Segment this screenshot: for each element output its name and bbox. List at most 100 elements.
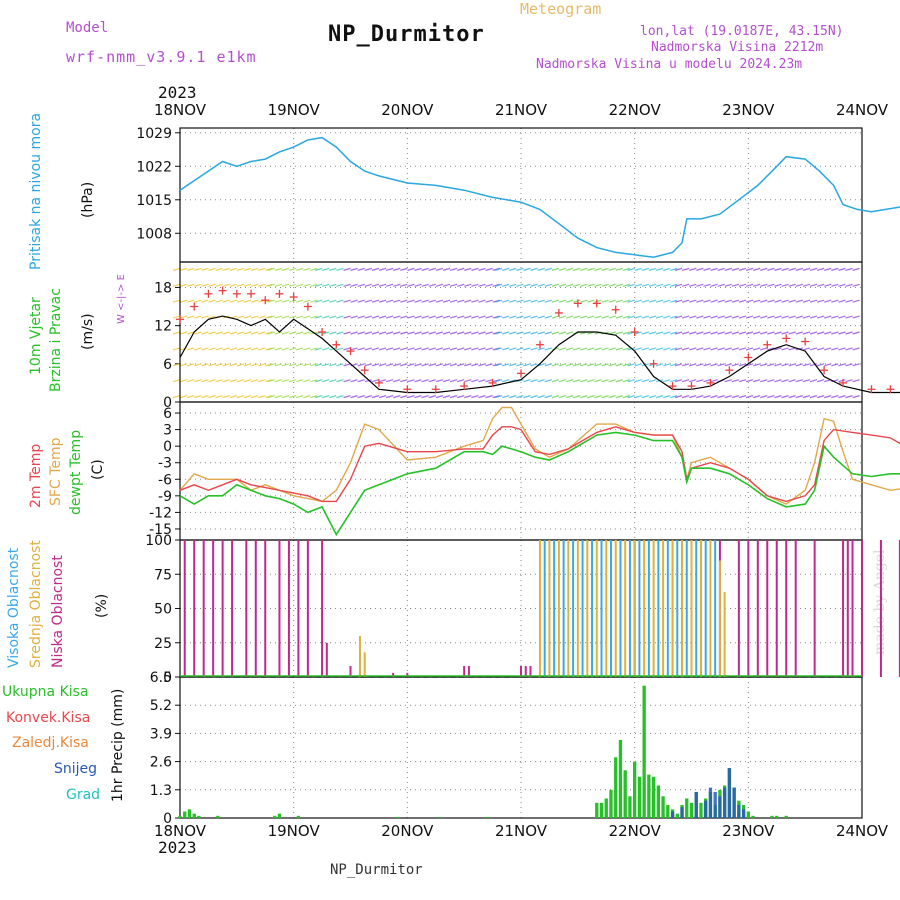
wind-barb [738,363,747,367]
wind-barb [435,395,444,399]
wind-barb [710,347,718,351]
wind-barb [288,395,297,399]
wind-barb [400,267,408,271]
wind-barb [615,395,623,399]
wind-barb [738,267,747,271]
wind-barb [258,379,266,383]
wind-barb [179,267,188,271]
wind-barb [573,379,581,383]
rain-bar [187,809,192,818]
wind-barb [336,347,344,351]
wind-barb [824,267,832,271]
rain-bar [628,796,632,818]
wind-barb [222,347,230,351]
wind-barb [494,395,503,399]
wind-barb [267,347,275,351]
wind-barb [601,267,609,271]
wind-barb [788,331,796,335]
wind-barb [258,267,266,271]
snow-bar [727,768,732,818]
wind-barb [494,267,503,271]
wind-barb [364,299,372,303]
wind-barb [250,379,259,383]
wind-barb [724,379,732,383]
wind-barb [378,379,387,383]
x-tick-top: 22NOV [609,101,662,119]
wind-barb [696,363,704,367]
wind-barb [208,283,216,287]
wind-barb [215,363,223,367]
wind-barb [400,331,408,335]
wind-barb [838,299,846,303]
model-name: wrf-nmm_v3.9.1 e1km [66,48,257,66]
wind-barb [767,379,775,383]
wind-barb [601,347,609,351]
wind-barb [485,379,493,383]
rain-bar [595,802,599,818]
wind-barb [492,395,500,399]
snow-bar [737,804,741,818]
wind-barb [760,379,768,383]
wind-barb [494,347,503,351]
wind-barb [717,395,725,399]
precip-legend-total: Ukupna Kisa [2,684,89,700]
wind-barb [281,299,290,303]
wind-barb [236,331,245,335]
wind-barb [648,283,657,287]
wind-barb [435,299,444,303]
snow-bar [713,791,717,818]
precip-legend-frz: Zaledj.Kisa [12,735,89,751]
wind-barb [689,331,697,335]
wind-barb [738,283,747,287]
wind-barb [179,395,188,399]
wind-barb [414,347,422,351]
wind-barb [400,299,408,303]
wind-barb [407,379,415,383]
wind-barb [364,331,372,335]
wind-barb [551,379,560,383]
wind-barb [310,299,318,303]
wind-barb [442,395,451,399]
wind-barb [310,379,318,383]
snow-bar [704,800,708,818]
wind-barb [243,315,252,319]
wind-barb [428,379,436,383]
rain-bar [651,776,656,818]
wind-barb [781,283,789,287]
wind-barb [760,363,768,367]
wind-barb [442,299,451,303]
wind-barb [537,283,545,287]
wind-barb [364,315,372,319]
page-title: NP_Durmitor [328,22,485,47]
snow-bar [722,787,727,818]
wind-barb [215,267,223,271]
wind-barb [274,395,282,399]
elevation-label: Nadmorska Visina 2212m [651,40,824,55]
wind-barb [795,331,803,335]
wind-barb [364,267,372,271]
wind-barb [802,363,811,367]
wind-barb [717,299,725,303]
wind-barb [558,379,567,383]
wind-barb [288,331,297,335]
wind-barb [745,315,754,319]
wind-barb [172,283,181,287]
wind-barb [501,395,510,399]
wind-barb [565,299,574,303]
wind-barb [627,379,635,383]
wind-barb [724,347,732,351]
wind-barb [580,299,588,303]
wind-barb [670,315,678,319]
wind-barb [809,363,818,367]
wind-barb [781,331,789,335]
wind-barb [179,283,188,287]
y-tick-label: 1029 [136,126,172,142]
wind-barb [449,267,458,271]
wind-barb [627,267,635,271]
wind-barb [295,267,304,271]
wind-barb [357,299,365,303]
wind-barb [670,331,678,335]
wind-barb [421,299,429,303]
wind-barb [587,299,595,303]
wind-barb [267,267,275,271]
